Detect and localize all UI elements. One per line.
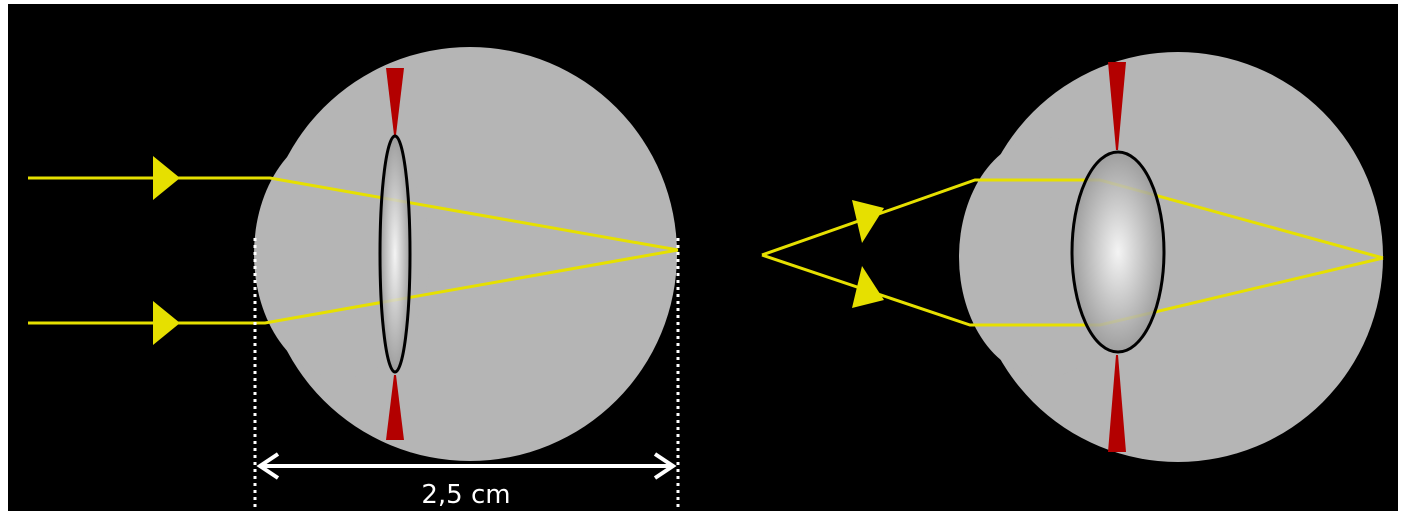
lens (378, 134, 412, 374)
dimension: 2,5 cm (253, 238, 680, 511)
ray-arrow (153, 156, 180, 200)
dimension-arrow (256, 452, 280, 480)
light-ray (28, 176, 679, 252)
ray-arrow (852, 266, 884, 308)
dimension-arrow (653, 452, 677, 480)
iris (1108, 62, 1126, 150)
lens (1070, 150, 1166, 354)
eye-relaxed (28, 47, 679, 461)
eye-accommodated (761, 52, 1384, 462)
ray-arrow (852, 200, 884, 243)
light-ray (28, 248, 679, 325)
iris (1108, 355, 1126, 452)
dimension-label: 2,5 cm (421, 480, 510, 510)
ray-arrow (153, 301, 180, 345)
iris (386, 375, 404, 440)
iris (386, 68, 404, 135)
